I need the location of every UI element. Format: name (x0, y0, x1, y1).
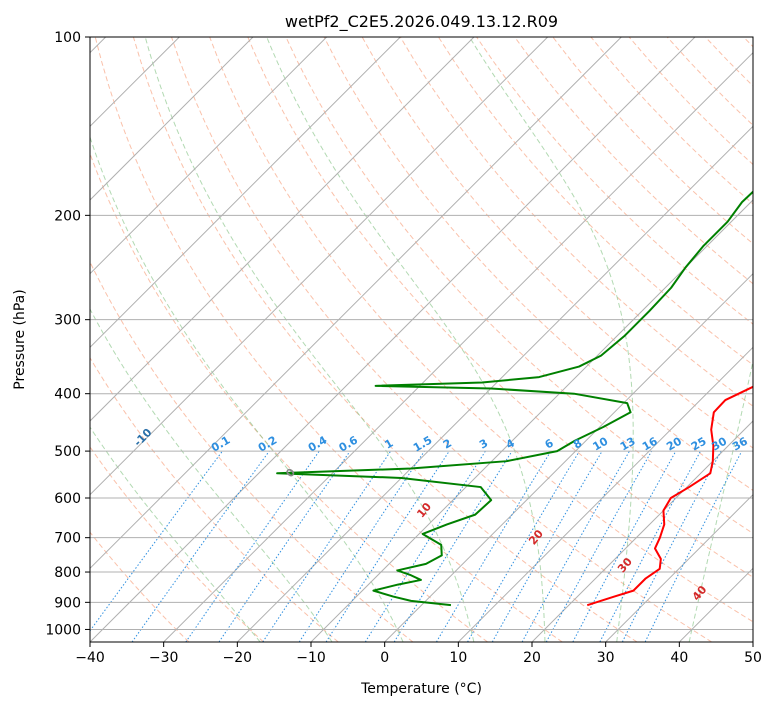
mixing-ratio-line (298, 450, 425, 642)
isotherm-line (236, 125, 753, 642)
mixing-ratio-line (644, 450, 743, 642)
mixing-ratio-line (545, 450, 653, 642)
isotherm-line (90, 37, 622, 570)
mixing-ratio-line (599, 450, 701, 642)
moist-adiabat-line (688, 358, 753, 642)
mixing-ratio-line (572, 450, 677, 642)
dry-adiabat-line (132, 37, 638, 642)
y-tick-label: 300 (54, 313, 81, 329)
dry-adiabat-line (90, 152, 488, 642)
dry-adiabat-line (361, 37, 753, 449)
dry-adiabats (90, 37, 753, 642)
y-tick-label: 400 (54, 387, 81, 403)
isotherm-line (310, 199, 753, 642)
x-axis-label: Temperature (°C) (360, 681, 482, 697)
x-tick-label: 30 (597, 650, 615, 666)
dry-adiabat-line (90, 531, 190, 642)
mixing-ratio-line (262, 450, 392, 642)
skewed-isotherms (90, 37, 753, 642)
y-tick-label: 200 (54, 208, 81, 224)
x-tick-label: 0 (380, 650, 389, 666)
dry-adiabat-line (399, 37, 753, 407)
isotherm-line (605, 493, 753, 642)
moist-adiabat-line (90, 426, 261, 642)
x-tick-label: −30 (149, 650, 179, 666)
isotherm-line (90, 37, 254, 201)
y-tick-label: 1000 (45, 622, 81, 638)
isotherm-line (90, 37, 328, 275)
x-tick-label: −10 (296, 650, 326, 666)
isotherm-line (384, 272, 753, 642)
x-tick-label: 20 (523, 650, 541, 666)
dry-adiabat-line (171, 37, 713, 642)
dewpoint-trace (276, 190, 753, 607)
y-axis-ticks: 100 200 300 400 500 600 700 800 900 1000 (45, 30, 90, 638)
dry-adiabat-line (285, 37, 753, 535)
y-tick-label: 800 (54, 565, 81, 581)
mixing-ratio-line (131, 450, 270, 642)
mixing-ratio-line (325, 450, 450, 642)
x-tick-label: 40 (670, 650, 688, 666)
moist-adiabats (90, 37, 753, 642)
mixing-ratio-line (185, 450, 320, 642)
x-axis-ticks: −40 −30 −20 −10 0 10 20 30 40 50 (75, 642, 762, 666)
plot-area: -100-90-80-70-60-50-40-30-20-100.10.20.4… (90, 37, 753, 642)
y-tick-label: 700 (54, 531, 81, 547)
dry-adiabat-line (438, 37, 753, 366)
mixing-ratio-line (364, 450, 486, 642)
mixing-ratio-line (521, 450, 630, 642)
isotherm-line (90, 37, 475, 422)
y-tick-label: 600 (54, 491, 81, 507)
isotherm-line (531, 420, 753, 642)
pressure-gridlines (90, 37, 753, 630)
dry-adiabat-line (90, 356, 339, 642)
mixing-ratio-line (435, 450, 552, 642)
y-tick-label: 100 (54, 30, 81, 46)
y-tick-label: 900 (54, 595, 81, 611)
x-tick-label: −40 (75, 650, 105, 666)
dry-adiabat-line (209, 37, 753, 623)
sounding-traces (276, 190, 753, 607)
moist-adiabat-line (90, 308, 333, 642)
temperature-trace (586, 385, 753, 607)
moist-adiabat-line (469, 37, 634, 642)
mixing-ratio-line (393, 450, 513, 642)
moist-adiabat-line (144, 37, 475, 642)
mixing-ratio-line (621, 450, 722, 642)
x-tick-label: 10 (449, 650, 467, 666)
x-tick-label: −20 (223, 650, 253, 666)
isotherm-line (163, 51, 753, 642)
mixing-ratio-line (218, 450, 351, 642)
moist-adiabat-line (266, 37, 546, 642)
mixing-ratio-lines (90, 450, 743, 642)
isotherm-line (457, 346, 753, 642)
dry-adiabat-line (90, 446, 264, 642)
dry-adiabat-line (247, 37, 753, 578)
dry-adiabat-line (323, 37, 753, 491)
moist-adiabat-line (90, 135, 404, 642)
isotherm-line (90, 37, 401, 349)
x-tick-label: 50 (744, 650, 762, 666)
dry-adiabat-line (514, 37, 753, 285)
mixing-ratio-line (90, 450, 223, 632)
isotherm-line (90, 37, 549, 496)
chart-title: wetPf2_C2E5.2026.049.13.12.R09 (285, 12, 558, 32)
y-tick-label: 500 (54, 444, 81, 460)
dry-adiabat-line (94, 37, 563, 642)
plot-frame (89, 36, 754, 643)
y-axis-label: Pressure (hPa) (12, 289, 28, 389)
isotherm-line (90, 37, 696, 642)
